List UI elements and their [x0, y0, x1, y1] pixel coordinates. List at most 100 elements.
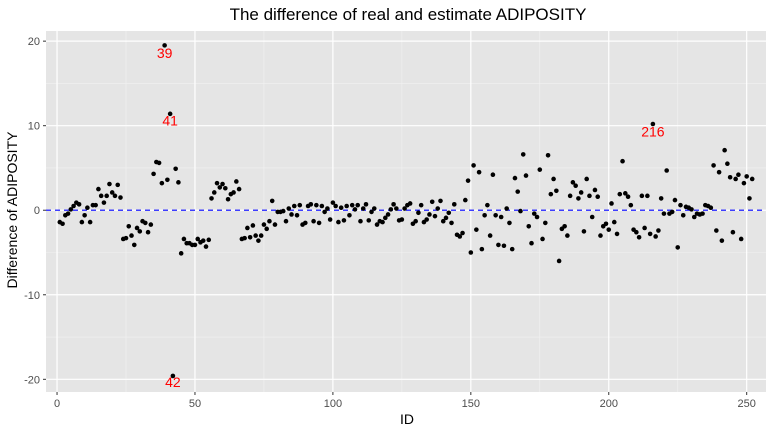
data-point — [554, 188, 559, 194]
data-point — [639, 193, 645, 199]
data-point — [562, 223, 567, 229]
data-point — [490, 172, 496, 178]
data-point — [482, 213, 487, 218]
data-point — [225, 196, 231, 202]
data-point — [438, 198, 443, 204]
data-point — [349, 202, 355, 208]
data-point — [700, 211, 705, 216]
data-point — [383, 215, 388, 221]
data-point — [129, 233, 134, 238]
data-point — [457, 234, 463, 239]
data-point — [465, 178, 471, 183]
data-point — [451, 202, 457, 207]
data-point — [636, 234, 642, 240]
data-point — [736, 172, 741, 178]
data-point — [551, 176, 556, 182]
data-point — [653, 234, 658, 239]
data-point — [220, 181, 225, 187]
plot-panel — [46, 31, 766, 392]
data-point — [501, 243, 507, 249]
data-point — [217, 185, 223, 190]
data-point — [487, 233, 493, 238]
data-point — [131, 242, 137, 248]
data-point — [628, 202, 634, 208]
data-point — [565, 233, 570, 238]
data-point — [261, 222, 267, 227]
data-point — [498, 214, 504, 220]
data-point — [203, 244, 209, 249]
data-point — [573, 183, 578, 189]
data-point — [747, 196, 752, 201]
data-point — [286, 206, 292, 211]
data-points — [57, 43, 755, 379]
data-point — [269, 198, 275, 204]
data-point — [716, 169, 722, 175]
data-point — [556, 258, 562, 264]
data-point — [151, 171, 156, 177]
data-point — [280, 208, 286, 214]
data-point — [358, 218, 363, 224]
data-point — [360, 206, 366, 211]
outlier-label: 216 — [641, 124, 665, 140]
data-point — [680, 213, 686, 218]
data-point — [253, 233, 258, 238]
data-point — [595, 194, 601, 200]
data-point — [493, 213, 498, 218]
data-point — [520, 152, 526, 157]
y-axis-ticks: -20 -10 0 10 20 — [24, 36, 46, 386]
x-tick-label: 250 — [738, 398, 756, 410]
data-point — [380, 219, 385, 225]
data-point — [540, 236, 545, 242]
data-point — [509, 246, 515, 252]
data-point — [691, 214, 697, 220]
data-point — [714, 228, 719, 233]
data-point — [620, 158, 625, 164]
data-point — [689, 207, 694, 212]
data-point — [206, 237, 212, 243]
data-point — [314, 202, 319, 208]
data-point — [371, 206, 377, 211]
data-point — [341, 218, 347, 223]
data-point — [231, 190, 236, 195]
data-point — [267, 218, 272, 224]
data-point — [523, 173, 529, 178]
data-point — [214, 180, 220, 186]
data-point — [474, 227, 479, 232]
data-point — [176, 180, 181, 185]
data-point — [118, 195, 123, 200]
data-point — [308, 202, 314, 207]
data-point — [325, 206, 330, 211]
data-point — [531, 211, 537, 216]
data-point — [741, 180, 747, 186]
data-point — [65, 211, 71, 216]
data-point — [526, 223, 532, 229]
data-point — [733, 176, 738, 182]
data-point — [258, 233, 264, 238]
data-point — [427, 212, 432, 217]
data-point — [385, 212, 391, 217]
data-point — [708, 205, 714, 210]
data-point — [311, 218, 316, 224]
data-point — [192, 242, 198, 248]
data-point — [429, 199, 435, 205]
data-point — [543, 220, 548, 226]
y-tick-label: 10 — [28, 121, 40, 133]
data-point — [143, 220, 148, 226]
data-point — [71, 203, 76, 209]
data-point — [515, 189, 521, 194]
data-point — [355, 202, 361, 208]
data-point — [675, 245, 681, 250]
data-point — [394, 206, 399, 211]
data-point — [209, 196, 214, 201]
data-point — [347, 213, 352, 218]
data-point — [137, 229, 143, 234]
outlier-label: 39 — [157, 45, 173, 61]
data-point — [598, 233, 603, 238]
data-point — [369, 209, 374, 215]
data-point — [319, 203, 325, 209]
data-point — [479, 246, 485, 252]
data-point — [661, 211, 667, 216]
data-point — [352, 207, 358, 212]
y-axis-title: Difference of ADIPOSITY — [4, 131, 20, 289]
data-point — [449, 220, 454, 226]
